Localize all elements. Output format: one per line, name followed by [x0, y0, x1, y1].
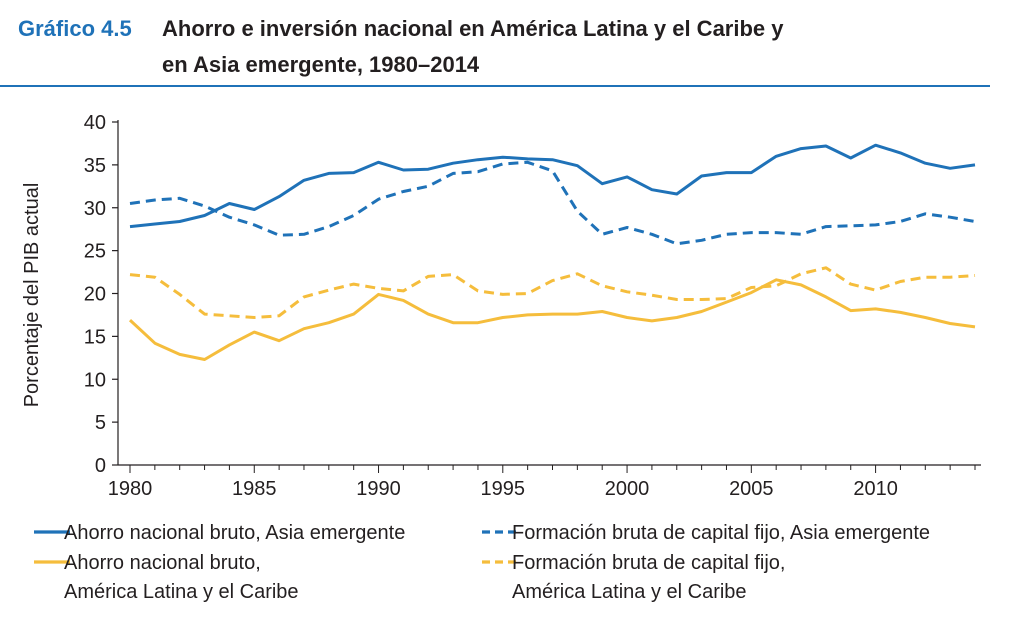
- y-tick-label: 25: [84, 241, 106, 263]
- y-tick-label: 35: [84, 155, 106, 177]
- series-line-3: [129, 266, 976, 319]
- legend-label-2: Ahorro nacional bruto, América Latina y e…: [64, 552, 299, 603]
- x-tick-label: 1990: [356, 478, 401, 500]
- y-axis-label: Porcentaje del PIB actual: [21, 183, 43, 408]
- y-tick-label: 10: [84, 369, 106, 391]
- y-tick-label: 5: [95, 412, 106, 434]
- y-tick-label: 20: [84, 284, 106, 306]
- legend-label-0: Ahorro nacional bruto, Asia emergente: [64, 522, 405, 544]
- legend-label-1: Formación bruta de capital fijo, Asia em…: [512, 522, 930, 544]
- figure-title-line2: en Asia emergente, 1980–2014: [162, 52, 480, 77]
- y-tick-label: 15: [84, 326, 106, 348]
- x-tick-label: 2005: [729, 478, 774, 500]
- x-tick-label: 2010: [853, 478, 898, 500]
- figure-label: Gráfico 4.5: [18, 16, 132, 41]
- y-tick-label: 0: [95, 455, 106, 477]
- chart-axes: 0 5 10 15 20 25 30 35 40 1980 1985 1990 1995 2000 2005…: [84, 112, 981, 500]
- x-tick-label: 1980: [108, 478, 153, 500]
- chart-series: [128, 143, 976, 361]
- legend-label-3: Formación bruta de capital fijo, América …: [512, 552, 785, 603]
- x-tick-label: 1995: [481, 478, 526, 500]
- series-line-1: [129, 160, 976, 246]
- series-line-0: [129, 143, 976, 229]
- y-tick-label: 40: [84, 112, 106, 134]
- x-tick-label: 2000: [605, 478, 650, 500]
- figure-title-line1: Ahorro e inversión nacional en América L…: [162, 16, 784, 41]
- y-tick-label: 30: [84, 198, 106, 220]
- series-line-2: [128, 278, 976, 361]
- x-tick-label: 1985: [232, 478, 277, 500]
- chart-legend: Ahorro nacional bruto, Asia emergente For…: [34, 522, 930, 603]
